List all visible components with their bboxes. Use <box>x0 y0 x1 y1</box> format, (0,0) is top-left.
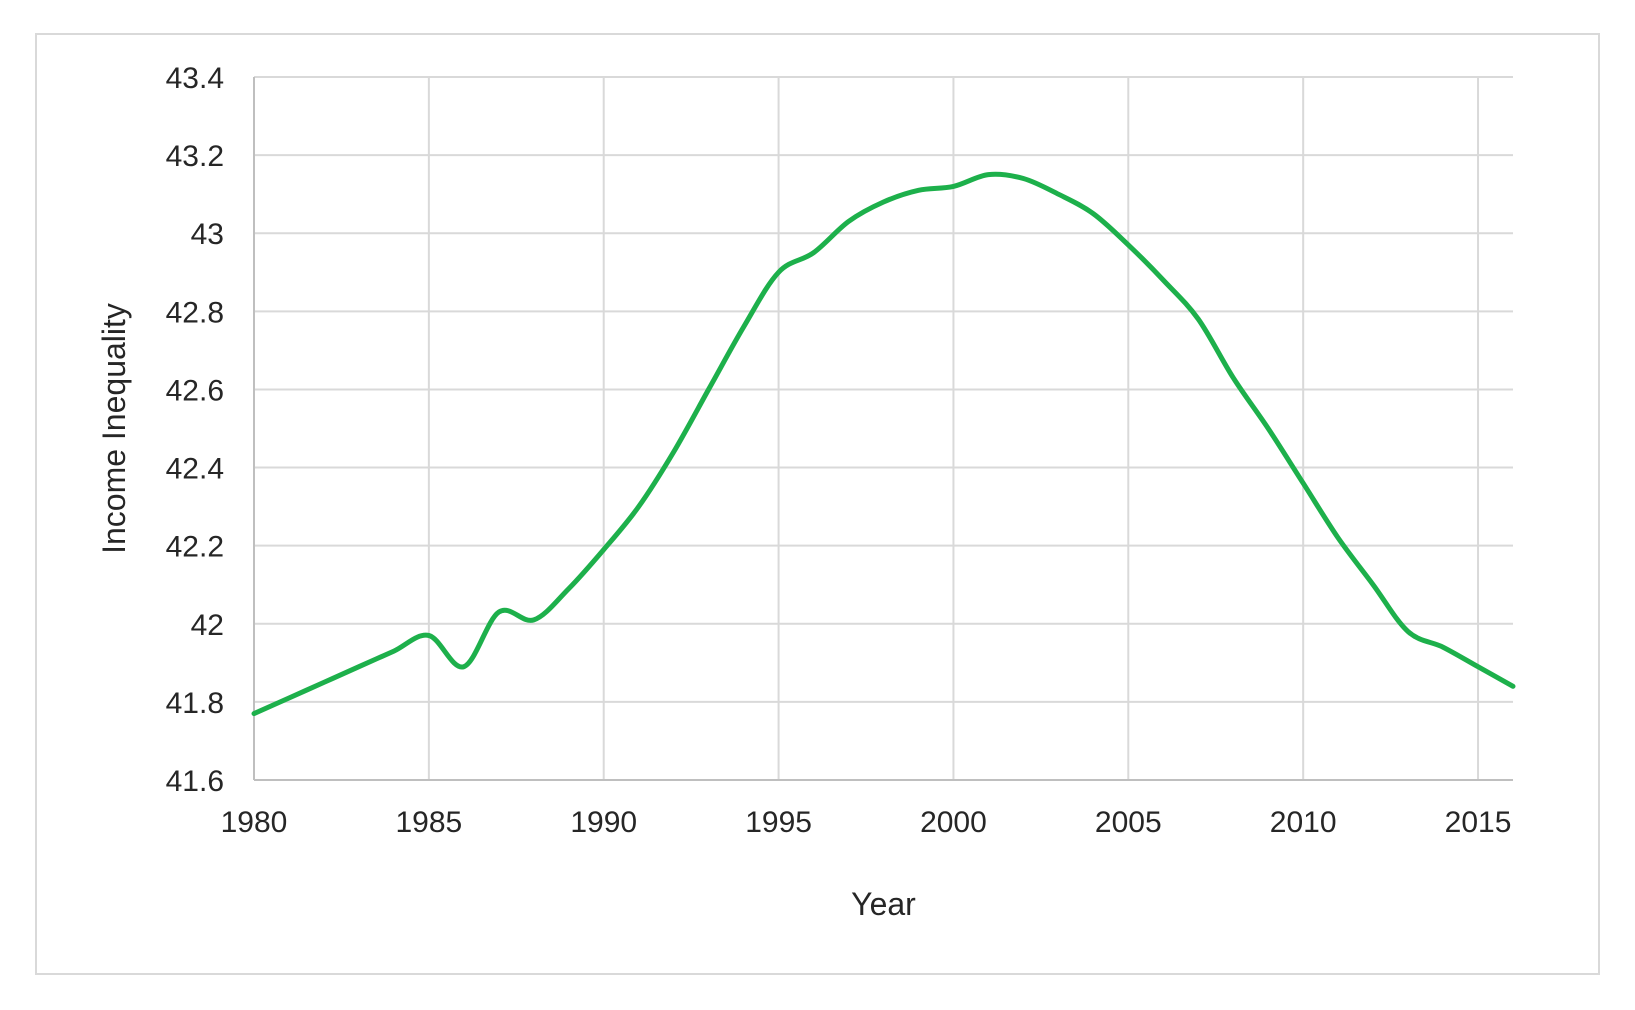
x-tick-label: 1995 <box>745 806 812 839</box>
x-tick-label: 2005 <box>1095 806 1162 839</box>
y-axis-title: Income Inequality <box>96 303 132 554</box>
x-tick-label: 1980 <box>221 806 288 839</box>
x-tick-label: 2010 <box>1270 806 1337 839</box>
series-line <box>251 171 1516 717</box>
y-tick-labels: 41.6 41.8 42 42.2 42.4 42.6 42.8 43 43.2 43.4 <box>166 62 224 798</box>
y-tick-label: 43.2 <box>166 140 224 173</box>
x-tick-label: 1985 <box>395 806 462 839</box>
chart-frame <box>35 33 1600 975</box>
x-tick-labels: 1980 1985 1990 1995 2000 2005 2010 2015 <box>221 806 1512 839</box>
axes <box>253 77 1513 781</box>
grid-lines <box>254 76 1513 780</box>
y-tick-label: 42 <box>191 609 224 642</box>
x-tick-label: 2000 <box>920 806 987 839</box>
y-tick-label: 42.8 <box>166 296 224 329</box>
x-tick-label: 2015 <box>1445 806 1512 839</box>
y-tick-label: 42.6 <box>166 374 224 407</box>
y-tick-label: 41.6 <box>166 765 224 798</box>
y-tick-label: 42.2 <box>166 531 224 564</box>
x-axis-title: Year <box>851 886 916 922</box>
y-tick-label: 41.8 <box>166 687 224 720</box>
y-tick-label: 43 <box>191 218 224 251</box>
series-group <box>251 171 1516 717</box>
y-tick-label: 42.4 <box>166 453 224 486</box>
x-tick-label: 1990 <box>570 806 637 839</box>
y-tick-label: 43.4 <box>166 62 224 95</box>
